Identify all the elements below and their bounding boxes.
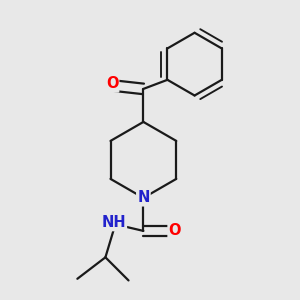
Text: NH: NH xyxy=(101,215,126,230)
Text: O: O xyxy=(169,224,181,238)
Text: N: N xyxy=(137,190,150,206)
Text: O: O xyxy=(106,76,118,92)
